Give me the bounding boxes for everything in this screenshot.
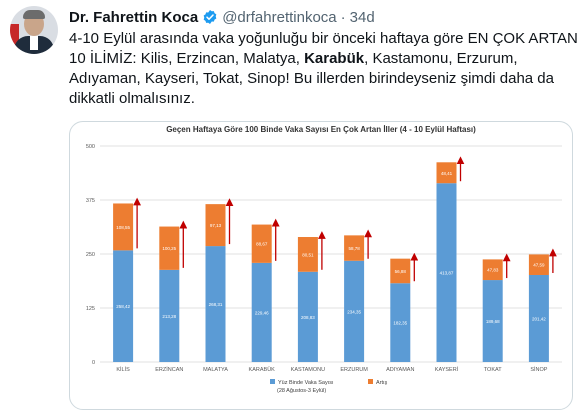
bar-base-value-label: 189,68 bbox=[486, 319, 500, 324]
tweet-media-chart[interactable]: Geçen Haftaya Göre 100 Binde Vaka Sayısı… bbox=[69, 121, 573, 410]
bar-base-value-label: 234,35 bbox=[347, 309, 361, 314]
stacked-bar-chart: 0 125 250 375 500 258,42 108,55 KİLİS 213,28 100,… bbox=[86, 144, 562, 394]
verified-badge-icon bbox=[203, 10, 217, 24]
tweet-text-line: dikkatli olmalısınız. bbox=[69, 90, 195, 107]
bar-increase-value-label: 47,59 bbox=[533, 263, 545, 268]
bar-increase bbox=[528, 254, 549, 275]
bar-increase-value-label: 56,88 bbox=[395, 269, 407, 274]
bar-base bbox=[390, 283, 411, 362]
avatar-shirt bbox=[30, 36, 38, 50]
x-tick-label: TOKAT bbox=[484, 367, 502, 373]
bar-increase-value-label: 80,51 bbox=[302, 252, 314, 257]
bar-increase-value-label: 48,41 bbox=[441, 171, 453, 176]
bar-increase-value-label: 100,25 bbox=[162, 246, 176, 251]
bar-base bbox=[205, 246, 226, 362]
legend-label-increase: Artış bbox=[376, 380, 388, 386]
bar-base-value-label: 213,28 bbox=[162, 314, 176, 319]
bar-increase bbox=[251, 224, 272, 263]
bar-increase-value-label: 108,55 bbox=[116, 225, 130, 230]
bar-increase bbox=[159, 226, 180, 270]
y-tick-label: 500 bbox=[86, 144, 95, 150]
x-tick-label: KASTAMONU bbox=[291, 367, 325, 373]
legend-swatch-base bbox=[270, 379, 275, 384]
bar-increase bbox=[205, 204, 226, 247]
tweet-text: 4-10 Eylül arasında vaka yoğunluğu bir ö… bbox=[69, 29, 578, 109]
x-tick-label: SİNOP bbox=[530, 366, 547, 373]
bar-increase-value-label: 88,67 bbox=[256, 242, 268, 247]
x-tick-label: ERZURUM bbox=[340, 367, 368, 373]
bar-base-value-label: 208,83 bbox=[301, 315, 315, 320]
bar-increase bbox=[436, 162, 457, 184]
avatar-hair bbox=[23, 10, 45, 19]
tweet-header: Dr. Fahrettin Koca @drfahrettinkoca · 34… bbox=[69, 7, 375, 27]
bar-increase-value-label: 58,78 bbox=[348, 246, 360, 251]
y-tick-label: 125 bbox=[86, 306, 95, 312]
x-tick-label: KARABÜK bbox=[249, 366, 276, 373]
bar-increase-value-label: 97,13 bbox=[210, 223, 222, 228]
x-tick-label: ERZİNCAN bbox=[155, 366, 183, 373]
legend-label-base-period: (28 Ağustos-3 Eylül) bbox=[277, 388, 326, 394]
avatar[interactable] bbox=[10, 6, 58, 54]
bar-base bbox=[297, 271, 318, 362]
bar-base-value-label: 258,42 bbox=[116, 304, 130, 309]
legend-label-base: Yüz Binde Vaka Sayısı bbox=[278, 380, 334, 386]
author-name[interactable]: Dr. Fahrettin Koca bbox=[69, 8, 199, 26]
y-tick-label: 375 bbox=[86, 198, 95, 204]
y-tick-label: 250 bbox=[86, 252, 95, 258]
x-tick-label: KAYSERİ bbox=[435, 366, 459, 373]
bar-base-value-label: 229,46 bbox=[255, 310, 269, 315]
bar-increase bbox=[113, 203, 134, 251]
tweet-text-line: Adıyaman, Kayseri, Tokat, Sinop! Bu ille… bbox=[69, 70, 554, 87]
bar-base bbox=[344, 260, 365, 362]
bar-increase bbox=[297, 237, 318, 272]
legend-swatch-increase bbox=[368, 379, 373, 384]
bar-base bbox=[528, 274, 549, 362]
bar-base bbox=[436, 183, 457, 362]
bar-increase-value-label: 47,83 bbox=[487, 268, 499, 273]
tweet-timestamp[interactable]: 34d bbox=[349, 8, 375, 26]
bar-base bbox=[113, 250, 134, 362]
y-tick-label: 0 bbox=[92, 360, 95, 366]
bar-base-value-label: 268,31 bbox=[209, 302, 223, 307]
bar-base-value-label: 413,87 bbox=[440, 271, 454, 276]
bar-base-value-label: 182,35 bbox=[393, 321, 407, 326]
bar-increase bbox=[482, 259, 503, 281]
author-handle[interactable]: @drfahrettinkoca bbox=[222, 8, 337, 26]
bar-increase bbox=[344, 235, 365, 261]
x-tick-label: MALATYA bbox=[203, 367, 228, 373]
chart-title: Geçen Haftaya Göre 100 Binde Vaka Sayısı… bbox=[166, 125, 476, 134]
tweet-bold-word: Karabük bbox=[304, 50, 365, 67]
tweet-text-line: 4-10 Eylül arasında vaka yoğunluğu bir ö… bbox=[69, 30, 578, 47]
bar-base bbox=[251, 262, 272, 362]
bar-base-value-label: 201,42 bbox=[532, 316, 546, 321]
flag-detail bbox=[10, 24, 19, 52]
bar-increase bbox=[390, 258, 411, 284]
tweet-text-line: 10 İLİMİZ: Kilis, Erzincan, Malatya, Kar… bbox=[69, 50, 518, 67]
header-separator: · bbox=[340, 8, 346, 26]
bar-base bbox=[482, 280, 503, 362]
bar-base bbox=[159, 269, 180, 362]
x-tick-label: ADIYAMAN bbox=[386, 367, 414, 373]
x-tick-label: KİLİS bbox=[116, 366, 130, 373]
